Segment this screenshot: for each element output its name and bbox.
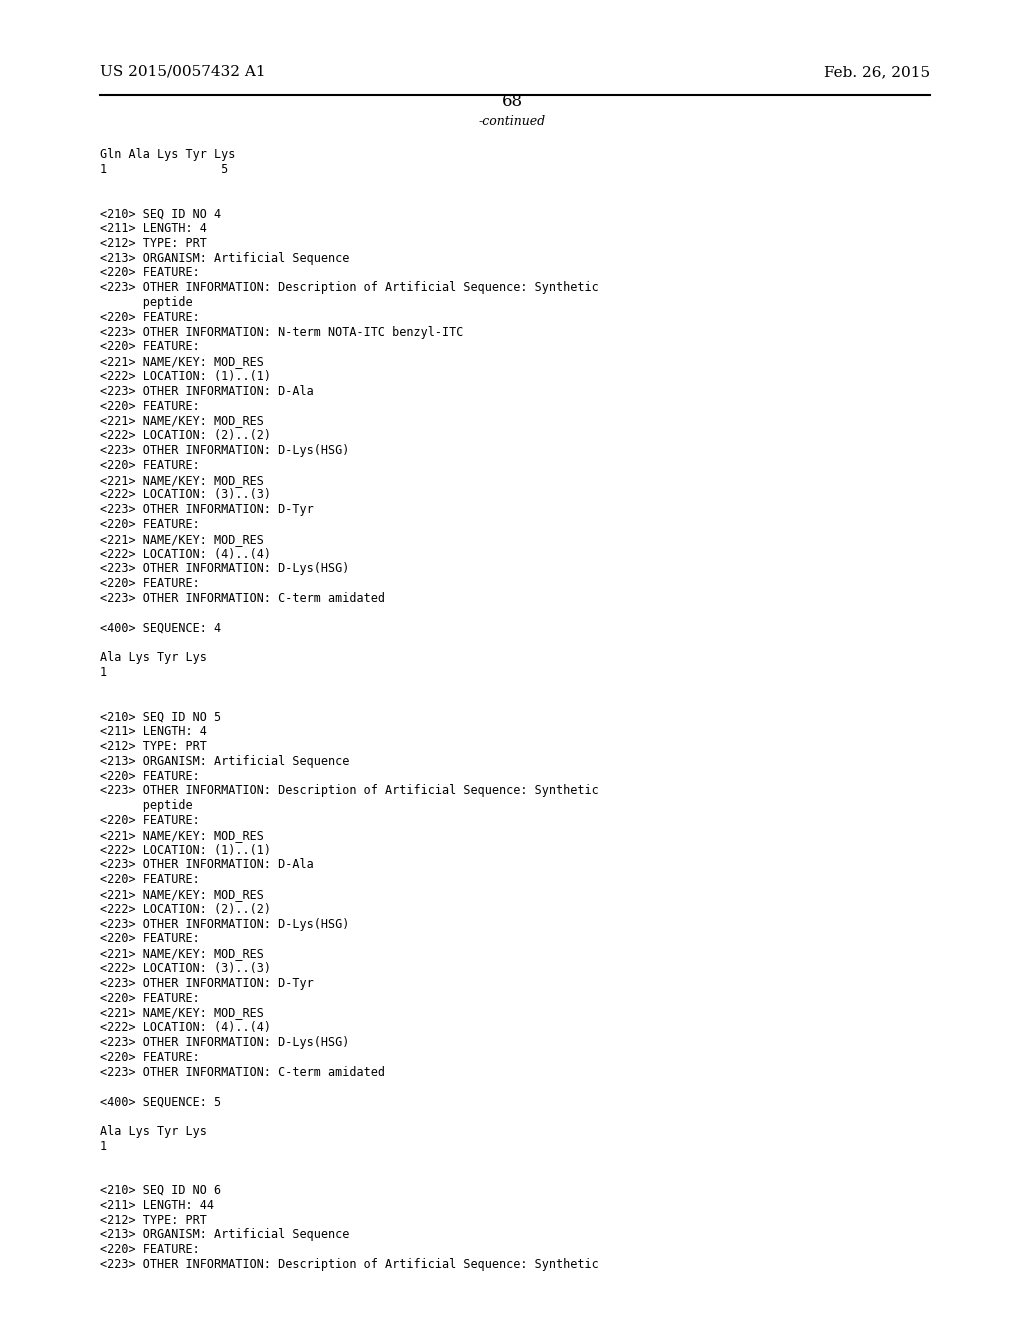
Text: <222> LOCATION: (1)..(1): <222> LOCATION: (1)..(1) [100,370,271,383]
Text: <223> OTHER INFORMATION: Description of Artificial Sequence: Synthetic: <223> OTHER INFORMATION: Description of … [100,784,599,797]
Text: 68: 68 [502,92,522,110]
Text: <220> FEATURE:: <220> FEATURE: [100,459,200,471]
Text: <210> SEQ ID NO 4: <210> SEQ ID NO 4 [100,207,221,220]
Text: <220> FEATURE:: <220> FEATURE: [100,1243,200,1257]
Text: -continued: -continued [478,115,546,128]
Text: <223> OTHER INFORMATION: D-Tyr: <223> OTHER INFORMATION: D-Tyr [100,977,313,990]
Text: <212> TYPE: PRT: <212> TYPE: PRT [100,1213,207,1226]
Text: Gln Ala Lys Tyr Lys: Gln Ala Lys Tyr Lys [100,148,236,161]
Text: <220> FEATURE:: <220> FEATURE: [100,932,200,945]
Text: <223> OTHER INFORMATION: C-term amidated: <223> OTHER INFORMATION: C-term amidated [100,1065,385,1078]
Text: 1: 1 [100,667,108,678]
Text: <222> LOCATION: (3)..(3): <222> LOCATION: (3)..(3) [100,962,271,975]
Text: <221> NAME/KEY: MOD_RES: <221> NAME/KEY: MOD_RES [100,829,264,842]
Text: <223> OTHER INFORMATION: C-term amidated: <223> OTHER INFORMATION: C-term amidated [100,591,385,605]
Text: <222> LOCATION: (4)..(4): <222> LOCATION: (4)..(4) [100,1022,271,1034]
Text: <222> LOCATION: (2)..(2): <222> LOCATION: (2)..(2) [100,903,271,916]
Text: <213> ORGANISM: Artificial Sequence: <213> ORGANISM: Artificial Sequence [100,1229,349,1241]
Text: <220> FEATURE:: <220> FEATURE: [100,814,200,828]
Text: <400> SEQUENCE: 5: <400> SEQUENCE: 5 [100,1096,221,1109]
Text: <222> LOCATION: (3)..(3): <222> LOCATION: (3)..(3) [100,488,271,502]
Text: Ala Lys Tyr Lys: Ala Lys Tyr Lys [100,1125,207,1138]
Text: <220> FEATURE:: <220> FEATURE: [100,517,200,531]
Text: <210> SEQ ID NO 6: <210> SEQ ID NO 6 [100,1184,221,1197]
Text: <221> NAME/KEY: MOD_RES: <221> NAME/KEY: MOD_RES [100,355,264,368]
Text: <220> FEATURE:: <220> FEATURE: [100,341,200,354]
Text: <220> FEATURE:: <220> FEATURE: [100,874,200,886]
Text: peptide: peptide [100,799,193,812]
Text: <220> FEATURE:: <220> FEATURE: [100,1051,200,1064]
Text: <222> LOCATION: (2)..(2): <222> LOCATION: (2)..(2) [100,429,271,442]
Text: <221> NAME/KEY: MOD_RES: <221> NAME/KEY: MOD_RES [100,474,264,487]
Text: <223> OTHER INFORMATION: D-Lys(HSG): <223> OTHER INFORMATION: D-Lys(HSG) [100,444,349,457]
Text: <220> FEATURE:: <220> FEATURE: [100,400,200,413]
Text: peptide: peptide [100,296,193,309]
Text: <221> NAME/KEY: MOD_RES: <221> NAME/KEY: MOD_RES [100,948,264,960]
Text: <223> OTHER INFORMATION: N-term NOTA-ITC benzyl-ITC: <223> OTHER INFORMATION: N-term NOTA-ITC… [100,326,464,339]
Text: US 2015/0057432 A1: US 2015/0057432 A1 [100,65,265,79]
Text: <221> NAME/KEY: MOD_RES: <221> NAME/KEY: MOD_RES [100,888,264,902]
Text: <223> OTHER INFORMATION: Description of Artificial Sequence: Synthetic: <223> OTHER INFORMATION: Description of … [100,281,599,294]
Text: <213> ORGANISM: Artificial Sequence: <213> ORGANISM: Artificial Sequence [100,252,349,264]
Text: <220> FEATURE:: <220> FEATURE: [100,770,200,783]
Text: <220> FEATURE:: <220> FEATURE: [100,991,200,1005]
Text: Ala Lys Tyr Lys: Ala Lys Tyr Lys [100,651,207,664]
Text: <220> FEATURE:: <220> FEATURE: [100,310,200,323]
Text: <222> LOCATION: (4)..(4): <222> LOCATION: (4)..(4) [100,548,271,561]
Text: <211> LENGTH: 44: <211> LENGTH: 44 [100,1199,214,1212]
Text: <223> OTHER INFORMATION: D-Tyr: <223> OTHER INFORMATION: D-Tyr [100,503,313,516]
Text: <223> OTHER INFORMATION: D-Ala: <223> OTHER INFORMATION: D-Ala [100,858,313,871]
Text: <221> NAME/KEY: MOD_RES: <221> NAME/KEY: MOD_RES [100,1006,264,1019]
Text: <211> LENGTH: 4: <211> LENGTH: 4 [100,222,207,235]
Text: <223> OTHER INFORMATION: Description of Artificial Sequence: Synthetic: <223> OTHER INFORMATION: Description of … [100,1258,599,1271]
Text: <220> FEATURE:: <220> FEATURE: [100,267,200,280]
Text: <223> OTHER INFORMATION: D-Lys(HSG): <223> OTHER INFORMATION: D-Lys(HSG) [100,562,349,576]
Text: <220> FEATURE:: <220> FEATURE: [100,577,200,590]
Text: <221> NAME/KEY: MOD_RES: <221> NAME/KEY: MOD_RES [100,414,264,428]
Text: 1: 1 [100,1139,108,1152]
Text: <210> SEQ ID NO 5: <210> SEQ ID NO 5 [100,710,221,723]
Text: <222> LOCATION: (1)..(1): <222> LOCATION: (1)..(1) [100,843,271,857]
Text: <400> SEQUENCE: 4: <400> SEQUENCE: 4 [100,622,221,635]
Text: <223> OTHER INFORMATION: D-Lys(HSG): <223> OTHER INFORMATION: D-Lys(HSG) [100,1036,349,1049]
Text: <211> LENGTH: 4: <211> LENGTH: 4 [100,725,207,738]
Text: <212> TYPE: PRT: <212> TYPE: PRT [100,741,207,752]
Text: <212> TYPE: PRT: <212> TYPE: PRT [100,236,207,249]
Text: <213> ORGANISM: Artificial Sequence: <213> ORGANISM: Artificial Sequence [100,755,349,768]
Text: <221> NAME/KEY: MOD_RES: <221> NAME/KEY: MOD_RES [100,533,264,545]
Text: <223> OTHER INFORMATION: D-Lys(HSG): <223> OTHER INFORMATION: D-Lys(HSG) [100,917,349,931]
Text: Feb. 26, 2015: Feb. 26, 2015 [824,65,930,79]
Text: 1                5: 1 5 [100,162,228,176]
Text: <223> OTHER INFORMATION: D-Ala: <223> OTHER INFORMATION: D-Ala [100,385,313,397]
